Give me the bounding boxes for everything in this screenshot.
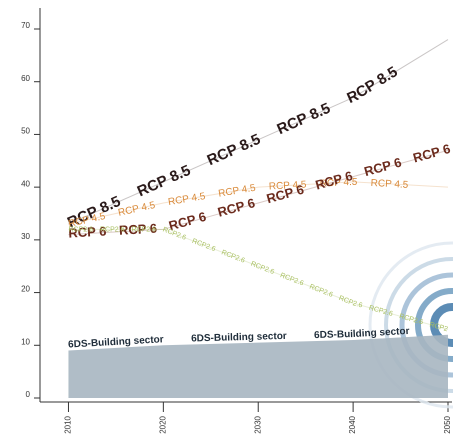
series-label-path: RCP2.6 — [308, 283, 334, 298]
series-label-path: RCP 6 — [68, 224, 107, 241]
ring-decoration — [384, 257, 453, 393]
series-label-path: RCP 6 — [314, 168, 355, 193]
x-tick-label: 2040 — [348, 415, 357, 433]
series-label: RCP2.6 — [279, 272, 305, 287]
series-label-path: RCP 4.5 — [319, 176, 358, 189]
series-label: RCP 6 — [119, 221, 158, 238]
series-label: 6DS-Building sector — [314, 326, 410, 341]
series-label-path: RCP2.6 — [220, 249, 246, 264]
x-tick-label: 2020 — [158, 415, 167, 433]
y-tick-label: 10 — [21, 337, 30, 346]
series-line — [68, 39, 449, 225]
ring-decoration — [415, 288, 453, 362]
y-tick-label: 0 — [26, 390, 31, 399]
area — [68, 334, 448, 398]
series-label: RCP 8.5 — [275, 100, 333, 138]
x-tick-label: 2030 — [253, 415, 262, 433]
series-label-path: RCP2.6 — [191, 238, 217, 253]
series-label: RCP 6 — [68, 224, 107, 241]
series-label: RCP2.6 — [220, 249, 246, 264]
y-tick-label: 40 — [21, 179, 30, 188]
series-label-path: RCP 8.5 — [205, 131, 263, 169]
series-label-path: RCP 6 — [411, 141, 452, 166]
series-label-path: 6DS-Building sector — [314, 326, 410, 341]
series-label-path: RCP 8.5 — [275, 100, 333, 138]
series-line — [68, 181, 449, 225]
series-label-path: RCP 8.5 — [344, 63, 400, 107]
series-label: RCP2.6 — [250, 260, 276, 275]
series-label: RCP 4.5 — [167, 191, 206, 208]
series-label: RCP 4.5 — [269, 179, 308, 192]
series-label: RCP2.6 — [100, 226, 125, 233]
series-label: RCP2.6 — [131, 226, 156, 233]
y-tick-label: 60 — [21, 74, 30, 83]
ring-decoration — [368, 241, 453, 409]
series-label: RCP2.6 — [191, 238, 217, 253]
series-label-path: RCP 4.5 — [370, 177, 409, 190]
series-label: RCP 6 — [216, 196, 257, 221]
series-label-path: RCP 4.5 — [117, 199, 157, 218]
x-tick-label: 2050 — [443, 415, 452, 433]
y-tick-label: 70 — [21, 21, 30, 30]
series-label-path: RCP 6 — [363, 155, 404, 180]
series-label: RCP 4.5 — [370, 177, 409, 190]
series-label-path: RCP2.6 — [250, 260, 276, 275]
series-label: RCP 6 — [411, 141, 452, 166]
x-tick-label: 2010 — [64, 415, 73, 433]
y-tick-label: 30 — [21, 232, 30, 241]
y-tick-label: 20 — [21, 285, 30, 294]
series-label: 6DS-Building sector — [191, 330, 287, 344]
series-label: RCP 4.5 — [117, 199, 157, 218]
series-label-path: RCP2.6 — [279, 272, 305, 287]
series-label-path: RCP2.6 — [100, 226, 125, 233]
series-label: RCP2.6 — [68, 226, 93, 233]
series-label: RCP 4.5 — [319, 176, 358, 189]
series-label: RCP2.6 — [308, 283, 334, 298]
series-label-path: RCP2.6 — [131, 226, 156, 233]
series-label-path: RCP 6 — [216, 196, 257, 221]
y-tick-label: 50 — [21, 127, 30, 136]
series-label-path: 6DS-Building sector — [191, 330, 287, 344]
series-label: RCP 8.5 — [205, 131, 263, 169]
series-label: RCP2.6 — [338, 295, 364, 310]
series-line — [68, 149, 449, 236]
series-label-path: 6DS-Building sector — [68, 334, 164, 350]
series-line — [68, 228, 449, 330]
series-label: RCP 8.5 — [344, 63, 400, 107]
series-label: 6DS-Building sector — [68, 334, 164, 350]
series-label-path: RCP2.6 — [68, 226, 93, 233]
series-label: RCP 6 — [314, 168, 355, 193]
series-label-path: RCP 6 — [119, 221, 158, 238]
ring-decoration — [399, 272, 453, 378]
ring-decoration — [430, 303, 453, 347]
series-label: RCP 6 — [363, 155, 404, 180]
series-label-path: RCP 4.5 — [269, 179, 308, 192]
series-label-path: RCP 4.5 — [167, 191, 206, 208]
series-label-path: RCP2.6 — [338, 295, 364, 310]
